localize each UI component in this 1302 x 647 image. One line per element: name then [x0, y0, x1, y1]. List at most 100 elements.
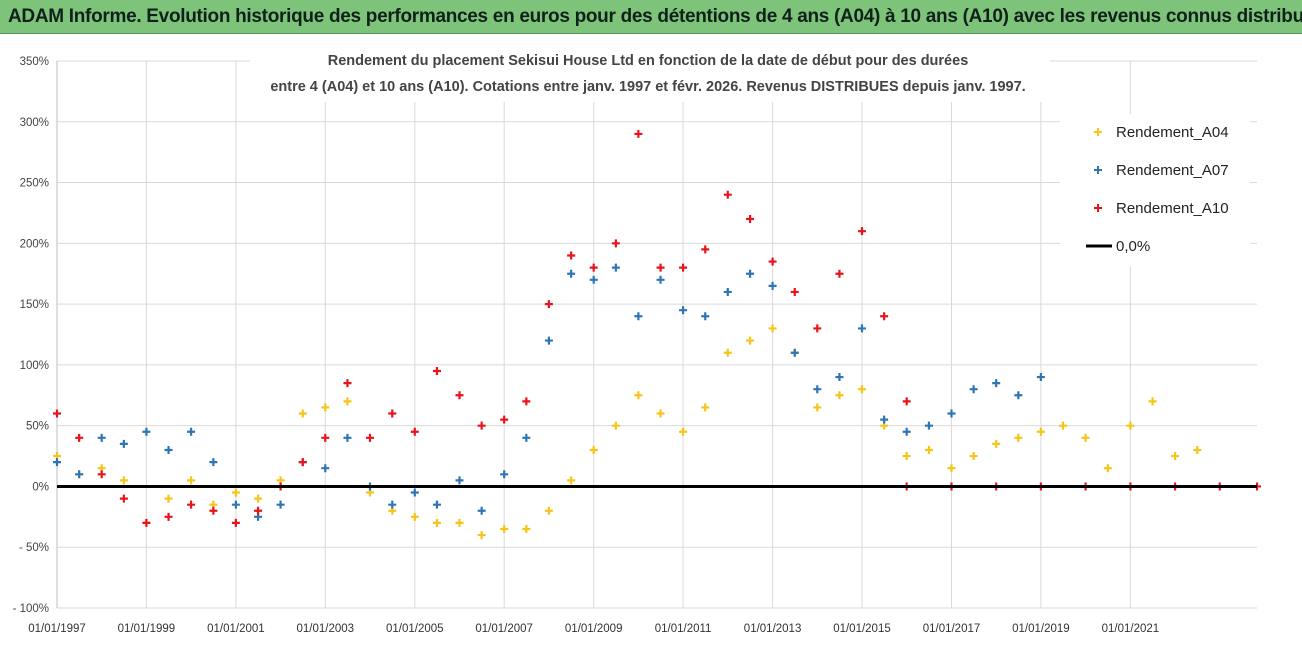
data-point	[1014, 433, 1023, 442]
report-title: ADAM Informe. Evolution historique des p…	[8, 6, 1302, 27]
data-point	[1081, 433, 1090, 442]
data-point	[947, 464, 956, 473]
series-rendement-a10	[53, 129, 911, 527]
data-point	[835, 269, 844, 278]
data-point	[679, 306, 688, 315]
legend-box	[1060, 114, 1250, 266]
data-point	[187, 427, 196, 436]
y-tick-label: 50%	[26, 421, 49, 433]
data-point	[969, 385, 978, 394]
data-point	[1148, 397, 1157, 406]
data-point	[343, 379, 352, 388]
data-point	[231, 488, 240, 497]
x-tick-label: 01/01/2009	[565, 623, 623, 635]
chart-subtitle: entre 4 (A04) et 10 ans (A10). Cotations…	[270, 79, 1025, 95]
data-point	[343, 433, 352, 442]
data-point	[119, 476, 128, 485]
data-point	[477, 531, 486, 540]
data-point	[567, 476, 576, 485]
data-point	[768, 324, 777, 333]
y-tick-label: 250%	[20, 178, 49, 190]
data-point	[656, 275, 665, 284]
data-point	[432, 500, 441, 509]
x-tick-label: 01/01/1999	[118, 623, 176, 635]
data-point	[500, 415, 509, 424]
scatter-chart: - 100% - 50% 0% 50% 100% 150% 200% 250% 300% 350%…	[13, 46, 1261, 635]
data-point	[768, 281, 777, 290]
chart-title: Rendement du placement Sekisui House Ltd…	[328, 53, 969, 69]
data-point	[432, 518, 441, 527]
chart-legend: Rendement_A04 Rendement_A07 Rendement_A10 0…	[1060, 114, 1250, 266]
data-point	[388, 409, 397, 418]
x-tick-label: 01/01/2017	[923, 623, 981, 635]
data-point	[611, 263, 620, 272]
data-point	[254, 506, 263, 515]
data-point	[53, 458, 61, 467]
data-point	[455, 391, 464, 400]
data-point	[969, 452, 978, 461]
legend-swatch	[1094, 204, 1102, 212]
y-tick-label: 0%	[32, 481, 49, 493]
data-point	[53, 409, 61, 418]
data-point	[187, 500, 196, 509]
report-banner: ADAM Informe. Evolution historique des p…	[0, 0, 1302, 34]
x-tick-label: 01/01/2007	[475, 623, 533, 635]
x-tick-label: 01/01/2013	[744, 623, 802, 635]
data-point	[813, 324, 822, 333]
data-point	[947, 409, 956, 418]
data-point	[746, 336, 755, 345]
legend-label: Rendement_A04	[1116, 124, 1229, 141]
legend-swatch	[1094, 166, 1102, 174]
data-point	[813, 385, 822, 394]
legend-label: Rendement_A10	[1116, 200, 1229, 217]
x-tick-label: 01/01/2011	[655, 623, 712, 635]
data-point	[1036, 427, 1045, 436]
y-tick-label: - 100%	[13, 603, 49, 615]
chart-gridlines	[56, 60, 1257, 609]
data-point	[254, 494, 263, 503]
data-point	[813, 403, 822, 412]
data-point	[97, 470, 106, 479]
legend-swatch	[1094, 128, 1102, 136]
data-point	[321, 464, 330, 473]
data-point	[924, 421, 933, 430]
data-point	[343, 397, 352, 406]
y-tick-label: 350%	[20, 56, 49, 68]
data-point	[276, 500, 285, 509]
data-point	[164, 494, 173, 503]
data-point	[544, 506, 553, 515]
data-point	[365, 433, 374, 442]
data-point	[410, 488, 419, 497]
data-point	[477, 421, 486, 430]
data-point	[544, 336, 553, 345]
data-point	[1014, 391, 1023, 400]
data-point	[410, 512, 419, 521]
data-point	[119, 494, 128, 503]
data-point	[701, 403, 710, 412]
y-tick-label: 300%	[20, 117, 49, 129]
data-point	[835, 391, 844, 400]
data-point	[567, 269, 576, 278]
data-point	[679, 263, 688, 272]
data-point	[75, 470, 84, 479]
data-point	[701, 245, 710, 254]
data-point	[723, 190, 732, 199]
data-point	[142, 427, 151, 436]
data-point	[500, 524, 509, 533]
data-point	[746, 215, 755, 224]
data-point	[298, 409, 307, 418]
data-point	[857, 227, 866, 236]
data-point	[835, 373, 844, 382]
data-point	[321, 433, 330, 442]
data-point	[656, 263, 665, 272]
data-point	[544, 300, 553, 309]
data-point	[522, 524, 531, 533]
data-point	[97, 433, 106, 442]
data-point	[522, 433, 531, 442]
data-point	[522, 397, 531, 406]
data-point	[589, 263, 598, 272]
data-point	[1126, 421, 1135, 430]
data-point	[231, 500, 240, 509]
y-tick-label: 100%	[20, 360, 49, 372]
data-point	[164, 445, 173, 454]
